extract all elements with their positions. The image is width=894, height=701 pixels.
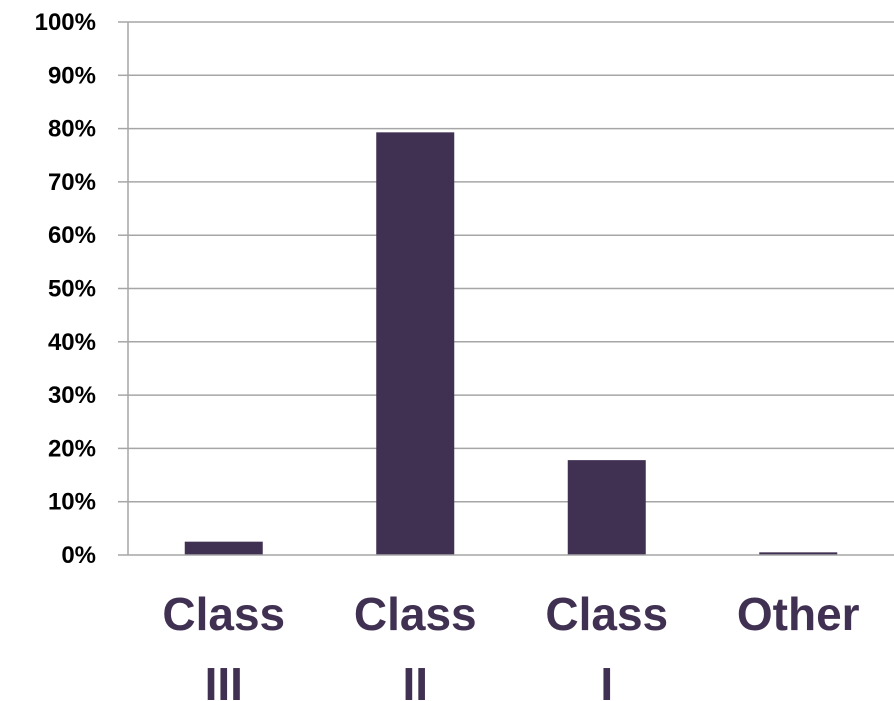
gridlines	[118, 21, 894, 556]
y-tick-label: 40%	[48, 329, 96, 356]
y-tick-label: 20%	[48, 435, 96, 462]
y-tick-label: 70%	[48, 169, 96, 196]
bar	[759, 552, 838, 555]
x-category-label: Class I	[545, 588, 668, 701]
y-tick-label: 0%	[61, 542, 96, 569]
axes	[127, 22, 894, 556]
y-tick-label: 80%	[48, 116, 96, 143]
x-category-label: Class III	[162, 588, 285, 701]
x-axis-category-labels: Class III Class II Class I Other	[162, 588, 859, 701]
y-axis-tick-labels: 0% 10% 20% 30% 40% 50% 60% 70% 80% 90% 100%	[35, 9, 96, 569]
bars	[184, 132, 838, 555]
bar	[376, 132, 455, 555]
bar	[567, 460, 646, 555]
y-tick-label: 100%	[35, 9, 96, 36]
x-category-label: Other	[737, 588, 860, 640]
y-tick-label: 50%	[48, 276, 96, 303]
y-tick-label: 10%	[48, 489, 96, 516]
x-category-label: Class II	[354, 588, 477, 701]
y-tick-label: 30%	[48, 382, 96, 409]
y-tick-label: 90%	[48, 62, 96, 89]
bar	[184, 541, 263, 555]
y-tick-label: 60%	[48, 222, 96, 249]
